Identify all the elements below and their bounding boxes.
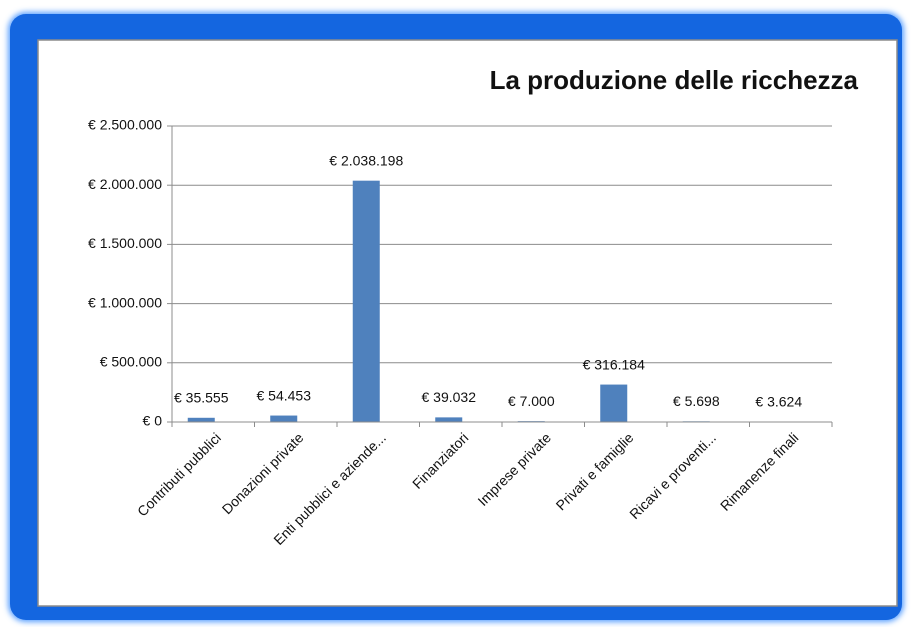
y-tick-label: € 1.000.000 bbox=[88, 294, 162, 310]
value-label: € 54.453 bbox=[257, 387, 312, 403]
chart-panel bbox=[37, 39, 898, 607]
value-label: € 5.698 bbox=[673, 393, 720, 409]
bar bbox=[187, 417, 215, 422]
value-label: € 3.624 bbox=[755, 393, 802, 409]
value-label: € 35.555 bbox=[174, 389, 229, 405]
bar bbox=[352, 180, 380, 422]
y-tick-label: € 2.500.000 bbox=[88, 117, 162, 133]
chart-title: La produzione delle ricchezza bbox=[490, 65, 859, 95]
y-tick-label: € 500.000 bbox=[100, 354, 162, 370]
bar bbox=[435, 417, 463, 422]
y-tick-label: € 2.000.000 bbox=[88, 176, 162, 192]
value-label: € 39.032 bbox=[422, 389, 477, 405]
bar bbox=[600, 384, 628, 422]
y-tick-label: € 1.500.000 bbox=[88, 235, 162, 251]
y-tick-label: € 0 bbox=[143, 413, 163, 429]
value-label: € 7.000 bbox=[508, 393, 555, 409]
value-label: € 2.038.198 bbox=[329, 152, 403, 168]
value-label: € 316.184 bbox=[583, 356, 645, 372]
bar bbox=[270, 415, 298, 422]
